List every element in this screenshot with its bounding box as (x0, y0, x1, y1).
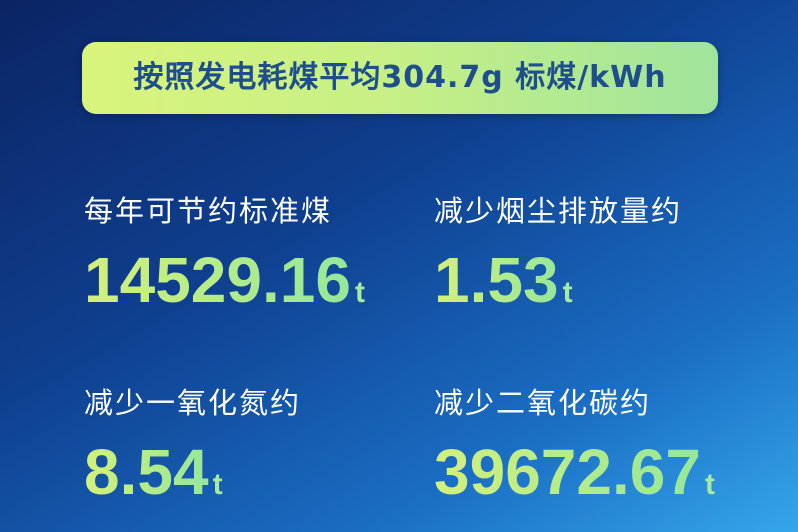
stat-label: 减少二氧化碳约 (434, 386, 652, 420)
stat-label: 每年可节约标准煤 (84, 194, 333, 228)
stat-unit: t (212, 468, 223, 501)
stat-label: 减少烟尘排放量约 (434, 194, 683, 228)
summary-banner: 按照发电耗煤平均304.7g 标煤/kWh (82, 42, 718, 114)
stat-value: 1.53 (434, 244, 559, 316)
stat-unit: t (704, 468, 715, 501)
stat-carbon-dioxide: 减少二氧化碳约 39672.67 t (434, 384, 715, 508)
stat-standard-coal: 每年可节约标准煤 14529.16 t (84, 192, 365, 316)
stat-value: 8.54 (84, 436, 209, 508)
stat-unit: t (562, 276, 573, 309)
stat-nitric-oxide: 减少一氧化氮约 8.54 t (84, 384, 301, 508)
stat-value: 39672.67 (434, 436, 701, 508)
banner-text: 按照发电耗煤平均304.7g 标煤/kWh (133, 60, 667, 95)
stat-dust: 减少烟尘排放量约 1.53 t (434, 192, 682, 316)
stat-value: 14529.16 (84, 244, 351, 316)
stat-label: 减少一氧化氮约 (84, 386, 302, 420)
stat-unit: t (354, 276, 365, 309)
